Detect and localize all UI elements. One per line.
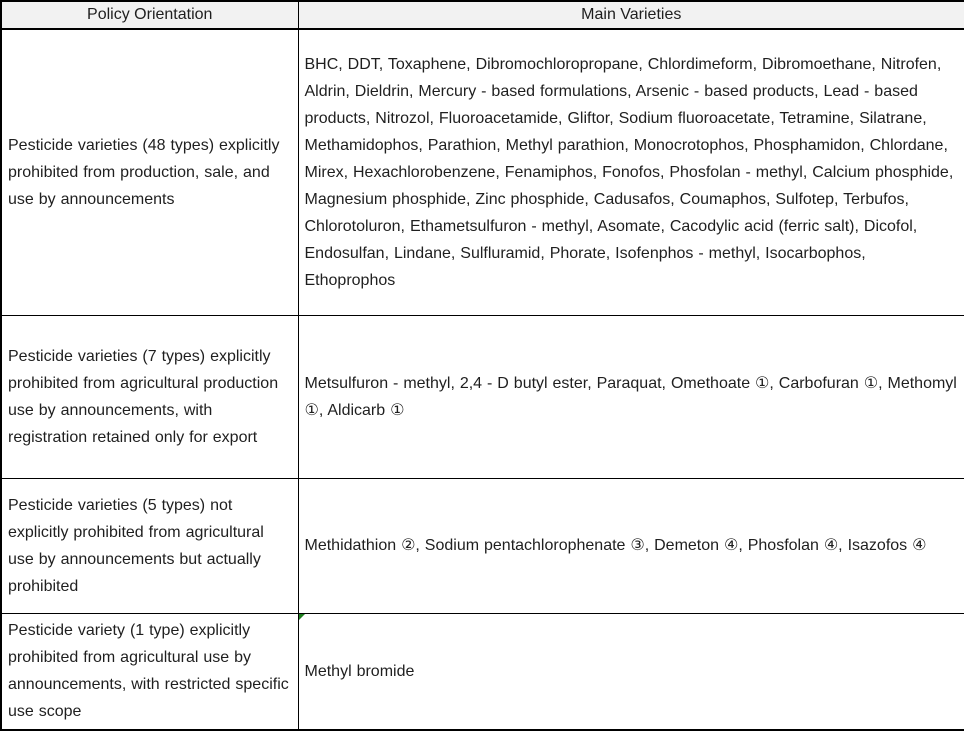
table-row: Pesticide varieties (5 types) not explic… (0, 477, 964, 614)
policy-cell-7-types: Pesticide varieties (7 types) explicitly… (0, 314, 299, 479)
table-header-row: Policy Orientation Main Varieties (0, 0, 964, 30)
table-row: Pesticide varieties (48 types) explicitl… (0, 28, 964, 316)
green-corner-marker-icon (298, 613, 306, 621)
varieties-cell-1-type: Methyl bromide (297, 612, 964, 731)
varieties-cell-48-types: BHC, DDT, Toxaphene, Dibromochloropropan… (297, 28, 964, 316)
policy-cell-1-type: Pesticide variety (1 type) explicitly pr… (0, 612, 299, 731)
table-row: Pesticide variety (1 type) explicitly pr… (0, 612, 964, 731)
column-header-policy-orientation: Policy Orientation (0, 0, 299, 30)
column-header-main-varieties: Main Varieties (297, 0, 964, 30)
varieties-text: Methyl bromide (304, 662, 415, 680)
policy-cell-48-types: Pesticide varieties (48 types) explicitl… (0, 28, 299, 316)
varieties-cell-5-types: Methidathion ②, Sodium pentachlorophenat… (297, 477, 964, 614)
policy-cell-5-types: Pesticide varieties (5 types) not explic… (0, 477, 299, 614)
varieties-cell-7-types: Metsulfuron - methyl, 2,4 - D butyl este… (297, 314, 964, 479)
table-row: Pesticide varieties (7 types) explicitly… (0, 314, 964, 479)
